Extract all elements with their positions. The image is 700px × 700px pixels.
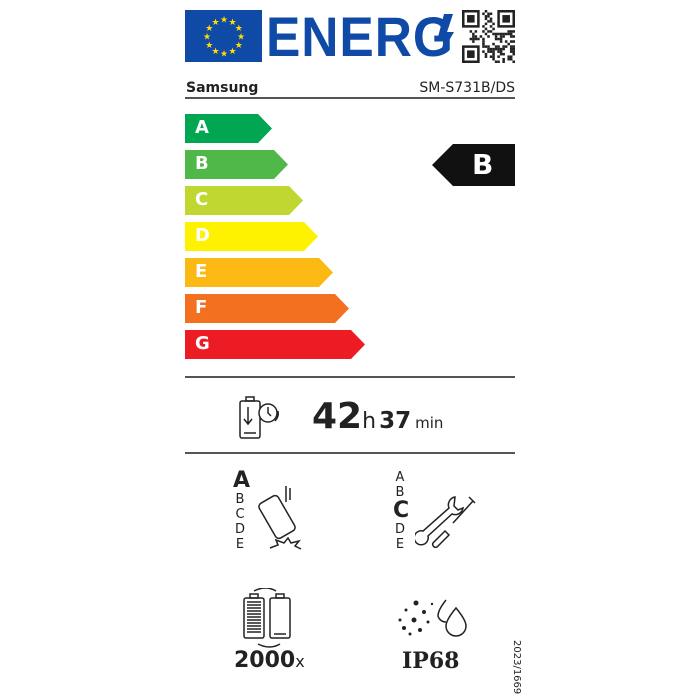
battery-cycles-value: 2000: [234, 648, 296, 673]
class-letter: A: [395, 470, 405, 485]
phone-drop-icon: [258, 486, 302, 550]
repair-tools-icon: [415, 496, 476, 549]
svg-text:★: ★: [235, 24, 243, 34]
qr-code[interactable]: [462, 10, 515, 63]
scale-bar-c: C: [185, 186, 303, 215]
class-letter: D: [394, 522, 405, 537]
scale-letter: G: [195, 333, 210, 354]
class-letter: E: [395, 537, 405, 552]
svg-text:★: ★: [237, 33, 245, 43]
divider: [185, 452, 515, 454]
energy-class-indicator: B: [432, 144, 515, 186]
svg-text:★: ★: [229, 47, 237, 57]
svg-text:★: ★: [235, 41, 243, 51]
scale-letter: F: [195, 297, 208, 318]
scale-bar-f: F: [185, 294, 349, 323]
energy-class-letter: B: [472, 148, 494, 181]
regulation-number: 2023/1669: [511, 640, 522, 695]
lightning-icon: [438, 14, 454, 56]
class-letter: E: [235, 537, 245, 552]
battery-cycles: 2000x: [234, 648, 305, 673]
hours-value: 42: [312, 396, 363, 437]
svg-text:★: ★: [220, 16, 228, 26]
svg-text:★: ★: [212, 18, 220, 28]
class-letter: C: [235, 507, 245, 522]
svg-text:★: ★: [220, 50, 228, 60]
brand-name: Samsung: [186, 80, 259, 96]
battery-endurance: 42h 37 min: [312, 396, 443, 437]
divider: [185, 97, 515, 99]
minutes-value: 37: [379, 408, 412, 434]
scale-bar-b: B: [185, 150, 288, 179]
class-letter: D: [234, 522, 245, 537]
svg-text:★: ★: [212, 47, 220, 57]
minutes-unit: min: [415, 414, 444, 432]
scale-letter: E: [195, 261, 208, 282]
scale-letter: C: [195, 189, 209, 210]
scale-bar-d: D: [185, 222, 318, 251]
dust-water-icon: [398, 599, 467, 637]
scale-letter: A: [195, 117, 209, 138]
battery-cycles-unit: x: [295, 652, 305, 671]
svg-text:★: ★: [205, 41, 213, 51]
scale-bar-e: E: [185, 258, 333, 287]
scale-bar-a: A: [185, 114, 272, 143]
class-letter: B: [235, 492, 245, 507]
scale-bar-g: G: [185, 330, 365, 359]
energy-logo-text: ENERG: [266, 5, 454, 68]
scale-letter: B: [195, 153, 209, 174]
svg-text:★: ★: [229, 18, 237, 28]
divider: [185, 376, 515, 378]
model-number: SM-S731B/DS: [419, 80, 515, 96]
ingress-protection: IP68: [402, 648, 460, 674]
battery-cycles-icon: [243, 588, 291, 648]
eu-flag-logo: ★ ★ ★ ★ ★ ★ ★ ★ ★ ★ ★ ★: [185, 10, 262, 62]
svg-text:★: ★: [205, 24, 213, 34]
class-letter: B: [395, 485, 405, 500]
class-letter: C: [393, 498, 410, 523]
class-letter: A: [233, 468, 251, 493]
svg-text:★: ★: [203, 33, 211, 43]
battery-endurance-icon: [239, 396, 279, 439]
hours-unit: h: [362, 409, 377, 434]
scale-letter: D: [195, 225, 210, 246]
